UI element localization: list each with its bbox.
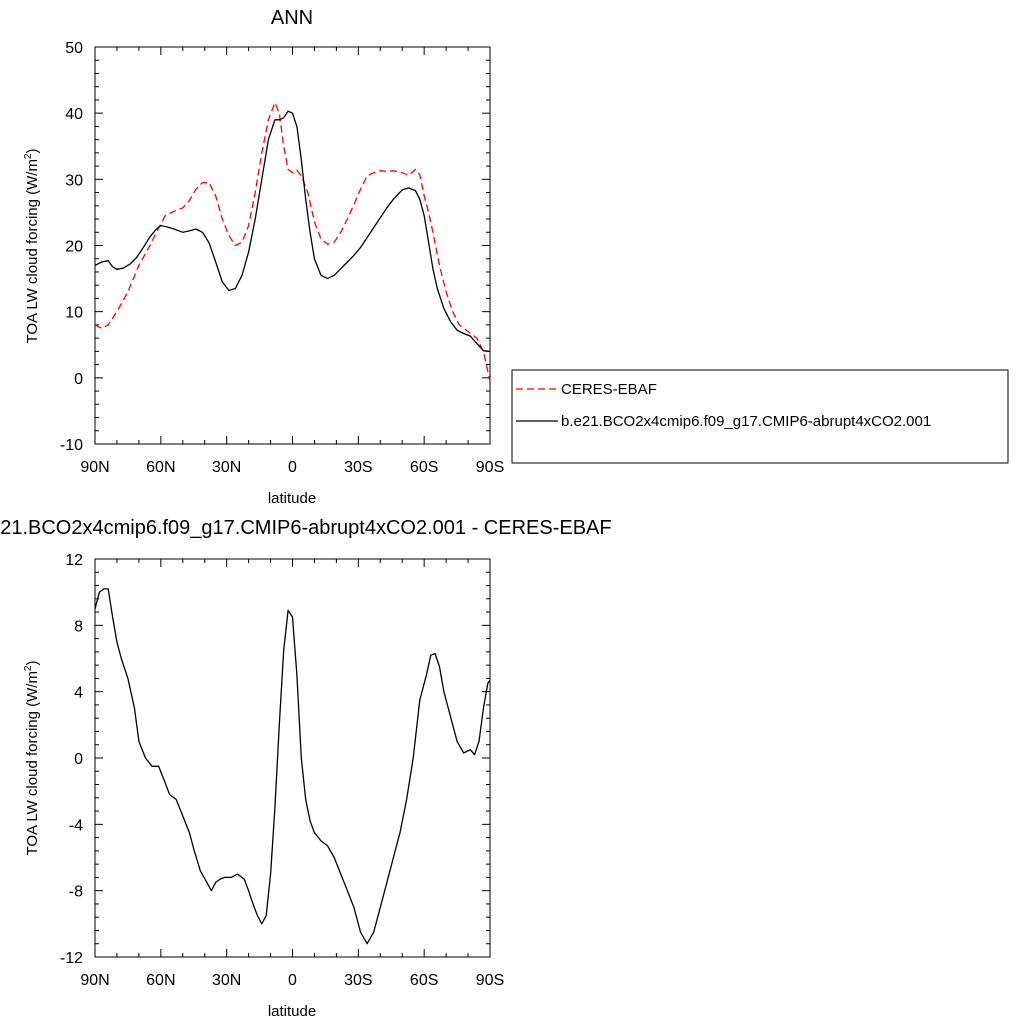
y-tick-label: 30: [65, 172, 83, 189]
x-tick-label: 60S: [410, 972, 438, 989]
x-tick-label: 90N: [80, 459, 109, 476]
bottom-series-line-1: [94, 588, 491, 945]
top-series-group: [94, 101, 491, 382]
y-tick-label: 20: [65, 239, 83, 256]
bottom-y-axis-label-main: TOA LW cloud forcing (W/m: [24, 671, 41, 856]
y-tick-label: -8: [69, 884, 83, 901]
x-tick-label: 60N: [146, 972, 175, 989]
y-tick-label: -10: [60, 437, 83, 454]
y-tick-label: 8: [74, 618, 83, 635]
x-tick-label: 90N: [80, 972, 109, 989]
legend-box: [511, 369, 1009, 464]
legend-label-model: b.e21.BCO2x4cmip6.f09_g17.CMIP6-abrupt4x…: [561, 413, 931, 430]
y-tick-label: 0: [74, 751, 83, 768]
y-tick-label: -12: [60, 950, 83, 967]
top-series-line-1: [94, 101, 491, 382]
top-y-axis-label-close: ): [24, 148, 41, 153]
bottom-x-axis-label: latitude: [268, 1003, 316, 1020]
bottom-series-group: [94, 588, 491, 945]
x-tick-label: 30S: [344, 972, 372, 989]
top-x-axis: 90N 60N 30N 0 30S 60S 90S: [80, 47, 504, 476]
y-tick-label: -4: [69, 817, 83, 834]
bottom-chart-title: b.e21.BCO2x4cmip6.f09_g17.CMIP6-abrupt4x…: [0, 517, 612, 539]
x-tick-label: 60N: [146, 459, 175, 476]
bottom-panel: b.e21.BCO2x4cmip6.f09_g17.CMIP6-abrupt4x…: [0, 517, 612, 1020]
top-chart-title: ANN: [271, 7, 313, 29]
y-tick-label: 50: [65, 40, 83, 57]
bottom-x-axis: 90N 60N 30N 0 30S 60S 90S: [80, 559, 504, 989]
x-tick-label: 90S: [476, 459, 504, 476]
top-y-axis-label-main: TOA LW cloud forcing (W/m: [24, 159, 41, 344]
bottom-y-axis-label: TOA LW cloud forcing (W/m2): [23, 660, 41, 855]
y-tick-label: 10: [65, 305, 83, 322]
x-tick-label: 0: [288, 459, 297, 476]
x-tick-label: 30S: [344, 459, 372, 476]
y-tick-label: 4: [74, 685, 83, 702]
x-tick-label: 30N: [212, 459, 241, 476]
legend-label-ceres: CERES-EBAF: [561, 381, 657, 398]
y-tick-label: 40: [65, 106, 83, 123]
top-panel: ANN -10 0 10 20 30 40 50 90N 60N 30N 0 30S 60S 90S l…: [23, 7, 504, 507]
legend: CERES-EBAF b.e21.BCO2x4cmip6.f09_g17.CMI…: [511, 369, 1009, 464]
bottom-y-axis-label-close: ): [24, 660, 41, 665]
x-tick-label: 0: [288, 972, 297, 989]
y-tick-label: 0: [74, 371, 83, 388]
top-plot-frame: [94, 46, 491, 445]
bottom-y-axis: -12 -8 -4 0 4 8 12: [60, 552, 490, 967]
top-series-line-2: [94, 110, 491, 353]
x-tick-label: 90S: [476, 972, 504, 989]
top-y-axis-label-sup: 2: [23, 153, 34, 159]
top-y-axis-label: TOA LW cloud forcing (W/m2): [23, 148, 41, 343]
x-tick-label: 60S: [410, 459, 438, 476]
x-tick-label: 30N: [212, 972, 241, 989]
top-y-axis: -10 0 10 20 30 40 50: [60, 40, 490, 454]
y-tick-label: 12: [65, 552, 83, 569]
bottom-y-axis-label-sup: 2: [23, 665, 34, 671]
top-x-axis-label: latitude: [268, 490, 316, 507]
